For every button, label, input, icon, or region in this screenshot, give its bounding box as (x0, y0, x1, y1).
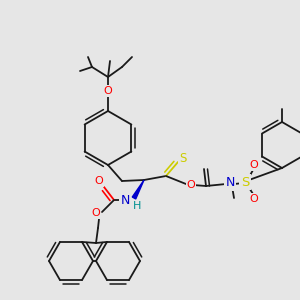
Polygon shape (132, 180, 144, 199)
Text: O: O (103, 86, 112, 96)
Text: O: O (94, 176, 103, 186)
Text: O: O (250, 160, 258, 170)
Text: H: H (133, 201, 141, 211)
Text: O: O (250, 194, 258, 204)
Text: S: S (179, 152, 187, 164)
Text: N: N (225, 176, 235, 190)
Text: O: O (92, 208, 100, 218)
Text: S: S (241, 176, 249, 188)
Text: O: O (187, 180, 195, 190)
Text: N: N (120, 194, 130, 208)
